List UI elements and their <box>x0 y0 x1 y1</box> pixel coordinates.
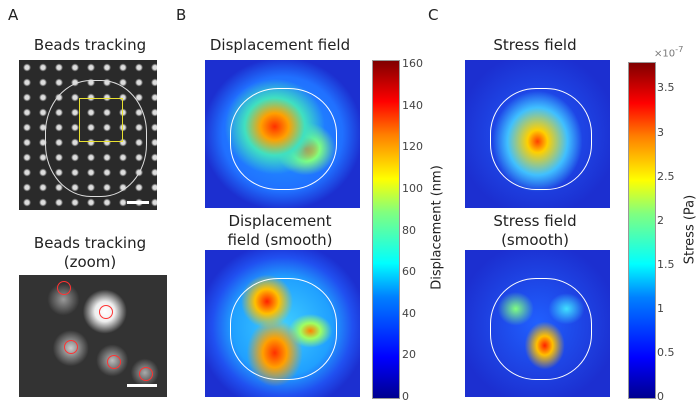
cell-outline <box>230 88 337 190</box>
stress-field-heatmap <box>465 60 610 208</box>
panel-label-a: A <box>8 6 19 24</box>
colorbar-tick-label: 20 <box>402 348 416 362</box>
cell-outline <box>490 278 592 380</box>
colorbar-tick-label: 1.5 <box>657 257 675 271</box>
cell-outline <box>45 80 147 197</box>
scale-bar <box>127 201 149 204</box>
stress-multiplier: ×10-7 <box>654 44 683 59</box>
stress-colorbar-label: Stress (Pa) <box>682 194 698 265</box>
displacement-colorbar <box>372 60 400 399</box>
title-line: Beads tracking <box>33 234 147 252</box>
beads-tracking-title: Beads tracking <box>33 36 147 54</box>
colorbar-tick-label: 1 <box>657 301 664 315</box>
beads-tracking-image <box>19 60 157 210</box>
cell-outline <box>490 88 592 190</box>
colorbar-tick-label: 0 <box>657 390 664 402</box>
multiplier-exponent: -7 <box>675 44 684 54</box>
beads-zoom-title: Beads tracking (zoom) <box>10 234 170 272</box>
colorbar-tick-label: 3.5 <box>657 81 675 95</box>
beads-zoom-image <box>19 275 167 397</box>
displacement-smooth-title: Displacement field (smooth) <box>190 212 370 250</box>
stress-smooth-title: Stress field (smooth) <box>455 212 615 250</box>
bead-marker <box>107 355 121 369</box>
displacement-colorbar-label: Displacement (nm) <box>429 165 445 290</box>
panel-label-b: B <box>176 6 187 24</box>
colorbar-tick-label: 120 <box>402 140 423 154</box>
colorbar-tick-label: 140 <box>402 98 423 112</box>
displacement-smooth-heatmap <box>205 250 360 397</box>
colorbar-tick-label: 2 <box>657 213 664 227</box>
scale-bar <box>127 384 157 387</box>
stress-smooth-heatmap <box>465 250 610 397</box>
roi-box <box>79 98 123 142</box>
bead-marker <box>99 305 113 319</box>
displacement-field-heatmap <box>205 60 360 208</box>
cell-outline <box>230 278 337 380</box>
colorbar-tick-label: 160 <box>402 57 423 71</box>
panel-label-c: C <box>428 6 439 24</box>
bead-marker <box>139 367 153 381</box>
colorbar-tick-label: 40 <box>402 306 416 320</box>
title-line: field (smooth) <box>227 231 333 249</box>
colorbar-tick-label: 0 <box>402 390 409 402</box>
title-line: (zoom) <box>63 253 117 271</box>
colorbar-tick-label: 0.5 <box>657 345 675 359</box>
stress-field-title: Stress field <box>493 36 577 54</box>
title-line: Stress field <box>493 212 577 230</box>
colorbar-tick-label: 60 <box>402 265 416 279</box>
colorbar-tick-label: 2.5 <box>657 169 675 183</box>
multiplier-base: ×10 <box>654 48 676 60</box>
displacement-field-title: Displacement field <box>209 36 351 54</box>
colorbar-tick-label: 100 <box>402 181 423 195</box>
title-line: (smooth) <box>501 231 569 249</box>
colorbar-tick-label: 80 <box>402 223 416 237</box>
colorbar-tick-label: 3 <box>657 125 664 139</box>
stress-colorbar <box>628 62 656 399</box>
bead-marker <box>57 281 71 295</box>
title-line: Displacement <box>228 212 332 230</box>
bead-marker <box>64 340 78 354</box>
